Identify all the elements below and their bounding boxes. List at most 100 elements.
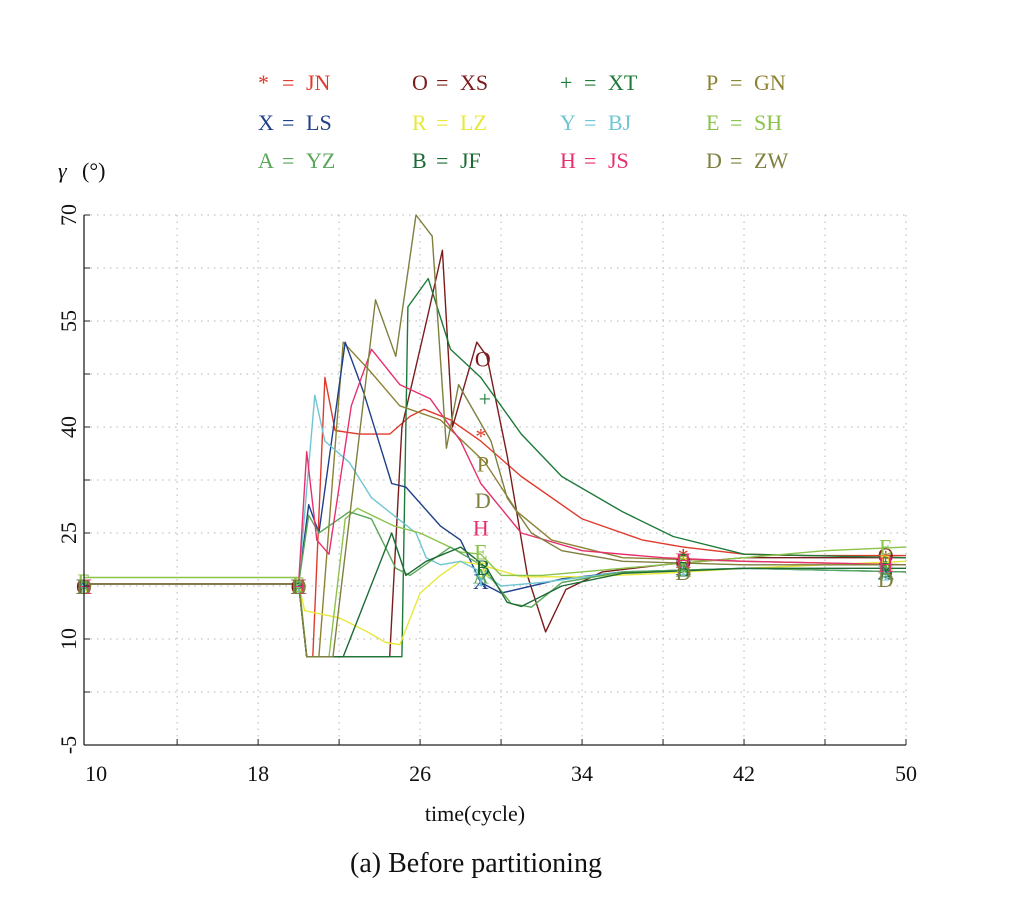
y-tick-label: 40 <box>56 416 81 438</box>
series-marker-jf: B <box>476 555 491 580</box>
series-marker-zw: D <box>675 560 691 585</box>
legend-item: E = SH <box>706 110 782 135</box>
series-line-lz <box>84 560 907 646</box>
legend-symbol: D <box>706 148 722 173</box>
x-tick-label: 34 <box>571 761 593 786</box>
series-marker-gn: P <box>477 452 489 477</box>
series-marker-xs: O <box>291 574 307 599</box>
legend-name: BJ <box>608 110 632 135</box>
series-marker-sh: E <box>677 551 690 576</box>
series-marker-js: H <box>878 552 894 577</box>
series-line-zw <box>84 214 906 658</box>
x-tick-label: 50 <box>895 761 917 786</box>
series-marker-jn: * <box>678 544 689 569</box>
legend-item: O = XS <box>412 70 488 95</box>
legend-equals: = <box>436 70 448 95</box>
series-line-yz <box>84 511 907 608</box>
series-marker-gn: P <box>292 574 304 599</box>
legend-item: H = JS <box>560 148 629 173</box>
x-tick-label: 26 <box>409 761 431 786</box>
series-marker-lz: R <box>878 550 893 575</box>
figure-caption: (a) Before partitioning <box>350 848 602 879</box>
series-marker-ls: X <box>473 569 489 594</box>
y-tick-label: 55 <box>56 310 81 332</box>
series-marker-xt: + <box>292 574 304 599</box>
markers-layer: *****OOOOO+++++PPPPPXXXXXRRRRRYYYYYEEEEE… <box>76 346 894 599</box>
series-line-xt <box>84 277 907 658</box>
y-tick-label: -5 <box>56 736 81 754</box>
legend-equals: = <box>436 110 448 135</box>
series-marker-js: H <box>473 515 489 540</box>
series-marker-sh: E <box>292 572 305 597</box>
legend-name: JN <box>306 70 331 95</box>
legend-name: LS <box>306 110 332 135</box>
legend-item: P = GN <box>706 70 786 95</box>
y-axis-label: γ (°) <box>58 158 105 183</box>
series-marker-yz: A <box>291 574 307 599</box>
series-marker-jn: * <box>880 546 891 571</box>
legend-name: XS <box>460 70 488 95</box>
series-marker-bj: Y <box>473 566 489 591</box>
y-tick-label: 10 <box>56 628 81 650</box>
series-marker-jf: B <box>878 558 893 583</box>
series-marker-xs: O <box>475 346 491 371</box>
legend-symbol: Y <box>560 110 576 135</box>
series-marker-yz: A <box>878 560 894 585</box>
series-line-bj <box>84 394 907 587</box>
legend-symbol: A <box>258 148 274 173</box>
series-line-js <box>84 348 907 585</box>
x-tick-label: 42 <box>733 761 755 786</box>
series-marker-js: H <box>675 548 691 573</box>
legend-item: Y = BJ <box>560 110 632 135</box>
series-marker-xs: O <box>878 543 894 568</box>
legend-item: + = XT <box>560 70 638 95</box>
series-marker-gn: P <box>880 552 892 577</box>
series-marker-lz: R <box>476 557 491 582</box>
legend-symbol: B <box>412 148 427 173</box>
series-layer <box>84 214 907 658</box>
y-tick-label: 25 <box>56 522 81 544</box>
series-marker-zw: D <box>878 567 894 592</box>
legend-symbol: P <box>706 70 718 95</box>
series-marker-xs: O <box>675 549 691 574</box>
series-line-gn <box>84 341 907 658</box>
legend-name: LZ <box>460 110 487 135</box>
series-marker-jn: * <box>475 423 486 448</box>
legend-name: ZW <box>754 148 788 173</box>
legend-name: JS <box>608 148 629 173</box>
legend-equals: = <box>436 148 448 173</box>
series-marker-lz: R <box>291 574 306 599</box>
legend-name: JF <box>460 148 481 173</box>
series-marker-bj: Y <box>291 574 307 599</box>
series-marker-lz: R <box>676 552 691 577</box>
legend-item: A = YZ <box>258 148 335 173</box>
series-marker-ls: X <box>675 555 691 580</box>
series-marker-sh: E <box>879 534 892 559</box>
series-marker-yz: A <box>473 563 489 588</box>
legend-item: R = LZ <box>412 110 487 135</box>
x-tick-label: 10 <box>85 761 107 786</box>
legend-item: * = JN <box>258 70 331 95</box>
legend: * = JN O = XS + = XT P = GN X = LS R = LZ Y = BJ E = SH A = YZ B = JF… <box>258 70 788 173</box>
series-marker-bj: Y <box>878 561 894 586</box>
legend-name: SH <box>754 110 782 135</box>
series-marker-xt: + <box>677 542 689 567</box>
series-marker-yz: A <box>675 556 691 581</box>
legend-name: GN <box>754 70 786 95</box>
ylabel-symbol: γ <box>58 158 68 183</box>
legend-symbol: O <box>412 70 428 95</box>
legend-equals: = <box>584 110 596 135</box>
legend-item: X = LS <box>258 110 332 135</box>
legend-equals: = <box>730 148 742 173</box>
legend-symbol: E <box>706 110 719 135</box>
legend-item: D = ZW <box>706 148 788 173</box>
legend-symbol: X <box>258 110 274 135</box>
legend-equals: = <box>730 70 742 95</box>
series-marker-ls: X <box>291 574 307 599</box>
series-line-jn <box>84 376 906 658</box>
legend-name: YZ <box>306 148 335 173</box>
legend-equals: = <box>584 148 596 173</box>
series-marker-zw: D <box>475 488 491 513</box>
